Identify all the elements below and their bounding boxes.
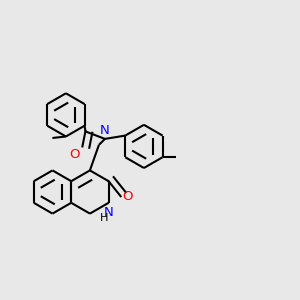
Text: O: O: [122, 190, 133, 203]
Text: N: N: [104, 206, 113, 219]
Text: O: O: [69, 148, 80, 161]
Text: N: N: [100, 124, 110, 137]
Text: H: H: [100, 213, 108, 223]
